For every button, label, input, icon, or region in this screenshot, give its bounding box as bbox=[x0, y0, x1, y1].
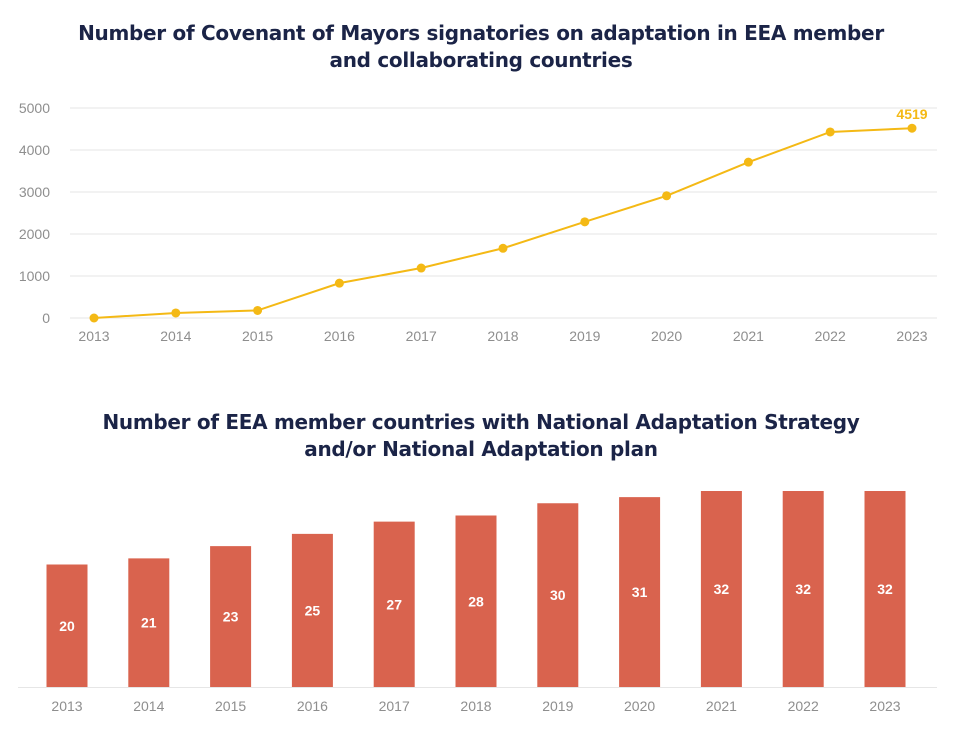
x-tick-label: 2018 bbox=[460, 698, 491, 714]
y-tick-label: 4000 bbox=[19, 142, 50, 158]
x-tick-label: 2013 bbox=[78, 328, 109, 344]
y-tick-label: 0 bbox=[42, 310, 50, 326]
x-tick-label: 2014 bbox=[160, 328, 191, 344]
bar bbox=[128, 558, 170, 687]
data-point bbox=[416, 263, 426, 273]
x-tick-label: 2023 bbox=[896, 328, 927, 344]
line-chart-title: Number of Covenant of Mayors signatories… bbox=[0, 20, 962, 74]
x-tick-label: 2015 bbox=[215, 698, 246, 714]
bar bbox=[291, 533, 333, 687]
x-tick-label: 2019 bbox=[569, 328, 600, 344]
x-tick-label: 2016 bbox=[324, 328, 355, 344]
bar bbox=[537, 503, 579, 687]
line-chart-title-line-2: and collaborating countries bbox=[329, 48, 633, 72]
x-tick-label: 2018 bbox=[487, 328, 518, 344]
bar-chart-title-line-2: and/or National Adaptation plan bbox=[304, 437, 658, 461]
y-tick-label: 3000 bbox=[19, 184, 50, 200]
data-point bbox=[907, 123, 917, 133]
x-tick-label: 2017 bbox=[406, 328, 437, 344]
bar-value-label: 30 bbox=[550, 587, 566, 603]
bar bbox=[46, 564, 88, 687]
data-point bbox=[825, 127, 835, 137]
data-point bbox=[580, 217, 590, 227]
x-tick-label: 2015 bbox=[242, 328, 273, 344]
bar-chart-title: Number of EEA member countries with Nati… bbox=[0, 409, 962, 463]
data-point bbox=[743, 157, 753, 167]
x-tick-label: 2013 bbox=[51, 698, 82, 714]
x-tick-label: 2014 bbox=[133, 698, 164, 714]
data-point bbox=[498, 243, 508, 253]
bar bbox=[210, 546, 252, 687]
bar bbox=[455, 515, 497, 687]
bar-value-label: 20 bbox=[59, 618, 75, 634]
bar bbox=[700, 491, 742, 687]
bar-value-label: 31 bbox=[632, 584, 648, 600]
bar-value-label: 32 bbox=[795, 581, 811, 597]
x-tick-label: 2016 bbox=[297, 698, 328, 714]
data-point bbox=[334, 278, 344, 288]
data-point bbox=[662, 191, 672, 201]
bar-value-label: 25 bbox=[305, 602, 321, 618]
x-tick-label: 2021 bbox=[733, 328, 764, 344]
x-tick-label: 2020 bbox=[624, 698, 655, 714]
bar-value-label: 21 bbox=[141, 615, 157, 631]
x-tick-label: 2021 bbox=[706, 698, 737, 714]
x-tick-label: 2023 bbox=[869, 698, 900, 714]
bar bbox=[782, 491, 824, 687]
signatories-line-chart: 0 1000 2000 3000 4000 5000 2013 2014 2015 2016 201… bbox=[19, 100, 937, 344]
bar-value-label: 23 bbox=[223, 609, 239, 625]
bar bbox=[864, 491, 906, 687]
x-tick-label: 2020 bbox=[651, 328, 682, 344]
y-tick-label: 2000 bbox=[19, 226, 50, 242]
y-tick-label: 1000 bbox=[19, 268, 50, 284]
bar-value-label: 32 bbox=[877, 581, 893, 597]
data-point bbox=[253, 305, 263, 315]
x-tick-label: 2019 bbox=[542, 698, 573, 714]
bar-chart-title-line-1: Number of EEA member countries with Nati… bbox=[102, 410, 860, 434]
bar-value-label: 32 bbox=[714, 581, 730, 597]
x-tick-label: 2022 bbox=[815, 328, 846, 344]
x-tick-label: 2017 bbox=[379, 698, 410, 714]
bar-value-label: 27 bbox=[386, 596, 402, 612]
bar bbox=[373, 521, 415, 687]
y-tick-label: 5000 bbox=[19, 100, 50, 116]
series-line bbox=[93, 127, 913, 319]
line-chart-title-line-1: Number of Covenant of Mayors signatories… bbox=[78, 21, 884, 45]
bar-value-label: 28 bbox=[468, 593, 484, 609]
x-tick-label: 2022 bbox=[788, 698, 819, 714]
data-point bbox=[171, 308, 181, 318]
bar bbox=[619, 497, 661, 687]
data-label: 4519 bbox=[896, 106, 927, 122]
data-point bbox=[89, 313, 99, 323]
